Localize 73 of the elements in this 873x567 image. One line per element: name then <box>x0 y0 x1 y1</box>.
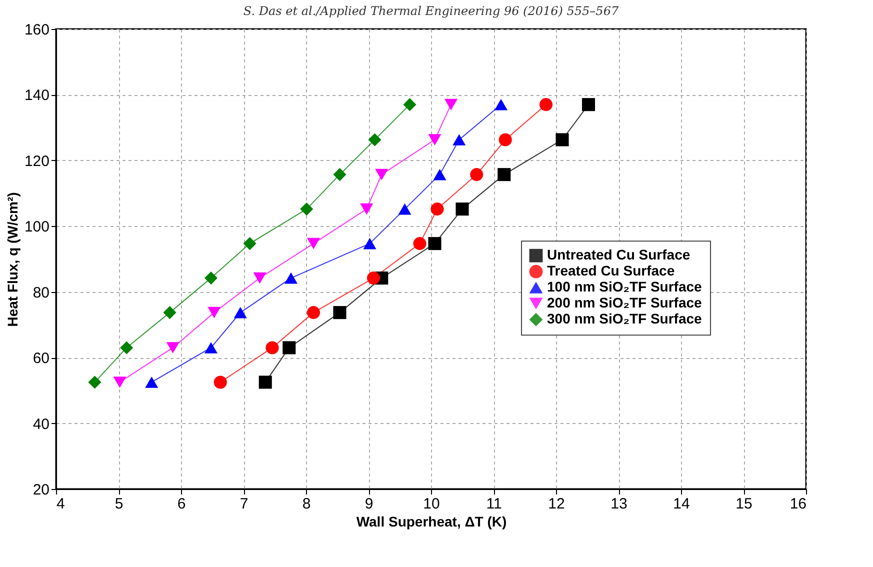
point <box>306 238 320 250</box>
point <box>444 98 458 110</box>
point <box>452 134 466 146</box>
point <box>456 202 469 216</box>
legend-label: Treated Cu Surface <box>547 262 675 279</box>
text: S. Das et al./Applied Thermal Engineering 96 (2016) 555–567 <box>243 4 619 18</box>
point <box>243 237 256 250</box>
point <box>582 98 596 112</box>
x-tick-label: 9 <box>364 496 374 512</box>
point <box>428 237 442 250</box>
point <box>253 272 266 284</box>
point <box>88 376 102 389</box>
legend-label: Untreated Cu Surface <box>547 246 690 263</box>
y-tick-label: 140 <box>24 87 50 104</box>
point <box>300 202 314 216</box>
y-tick-label: 80 <box>32 284 50 302</box>
point <box>413 237 426 250</box>
y-axis-title: Heat Flux, q (W/cm²) <box>4 192 20 327</box>
y-tick-label: 60 <box>32 350 50 368</box>
legend-label: 100 nm SiO₂TF Surface <box>547 278 702 295</box>
point <box>204 342 218 354</box>
point <box>266 341 279 354</box>
point <box>360 203 374 215</box>
point <box>282 341 296 354</box>
point <box>333 168 346 182</box>
point <box>494 98 508 110</box>
point <box>120 341 134 354</box>
x-tick-label: 5 <box>114 496 124 512</box>
point <box>333 306 346 320</box>
point <box>375 168 388 180</box>
point <box>366 272 380 285</box>
point <box>398 203 412 215</box>
x-tick-label: 13 <box>610 496 628 512</box>
x-tick-label: 10 <box>423 496 440 512</box>
x-tick-label: 11 <box>486 496 502 512</box>
y-tick-label: 20 <box>32 482 50 498</box>
point <box>428 134 442 146</box>
point <box>539 98 553 112</box>
x-tick-label: 4 <box>56 496 65 512</box>
point <box>306 306 320 320</box>
x-tick-label: 7 <box>240 496 248 512</box>
point <box>258 376 272 389</box>
point <box>208 306 221 318</box>
point <box>214 376 227 389</box>
point <box>363 238 376 250</box>
x-tick-label: 8 <box>302 496 311 512</box>
x-tick-label: 6 <box>177 496 186 512</box>
x-tick-label: 14 <box>673 496 690 512</box>
point <box>470 168 484 182</box>
point <box>556 133 569 146</box>
y-tick-label: 120 <box>24 152 50 170</box>
x-tick-label: 15 <box>736 496 752 512</box>
point <box>163 306 176 320</box>
point <box>145 376 158 388</box>
point <box>166 342 180 354</box>
x-tick-label: 12 <box>548 496 565 512</box>
point <box>498 168 511 182</box>
point <box>113 376 126 388</box>
x-tick-label: 16 <box>790 496 806 512</box>
point <box>430 202 444 216</box>
legend-label: 300 nm SiO₂TF Surface <box>547 310 702 327</box>
point <box>433 168 446 180</box>
point <box>498 133 512 146</box>
x-axis-title: Wall Superheat, ΔT (K) <box>356 514 507 530</box>
point <box>284 272 298 284</box>
point <box>234 306 247 318</box>
point <box>368 133 382 146</box>
y-tick-label: 100 <box>24 218 50 236</box>
point <box>403 98 416 112</box>
y-tick-label: 160 <box>24 22 50 38</box>
legend-label: 200 nm SiO₂TF Surface <box>547 294 702 311</box>
y-tick-label: 40 <box>32 416 50 433</box>
point <box>204 272 218 285</box>
